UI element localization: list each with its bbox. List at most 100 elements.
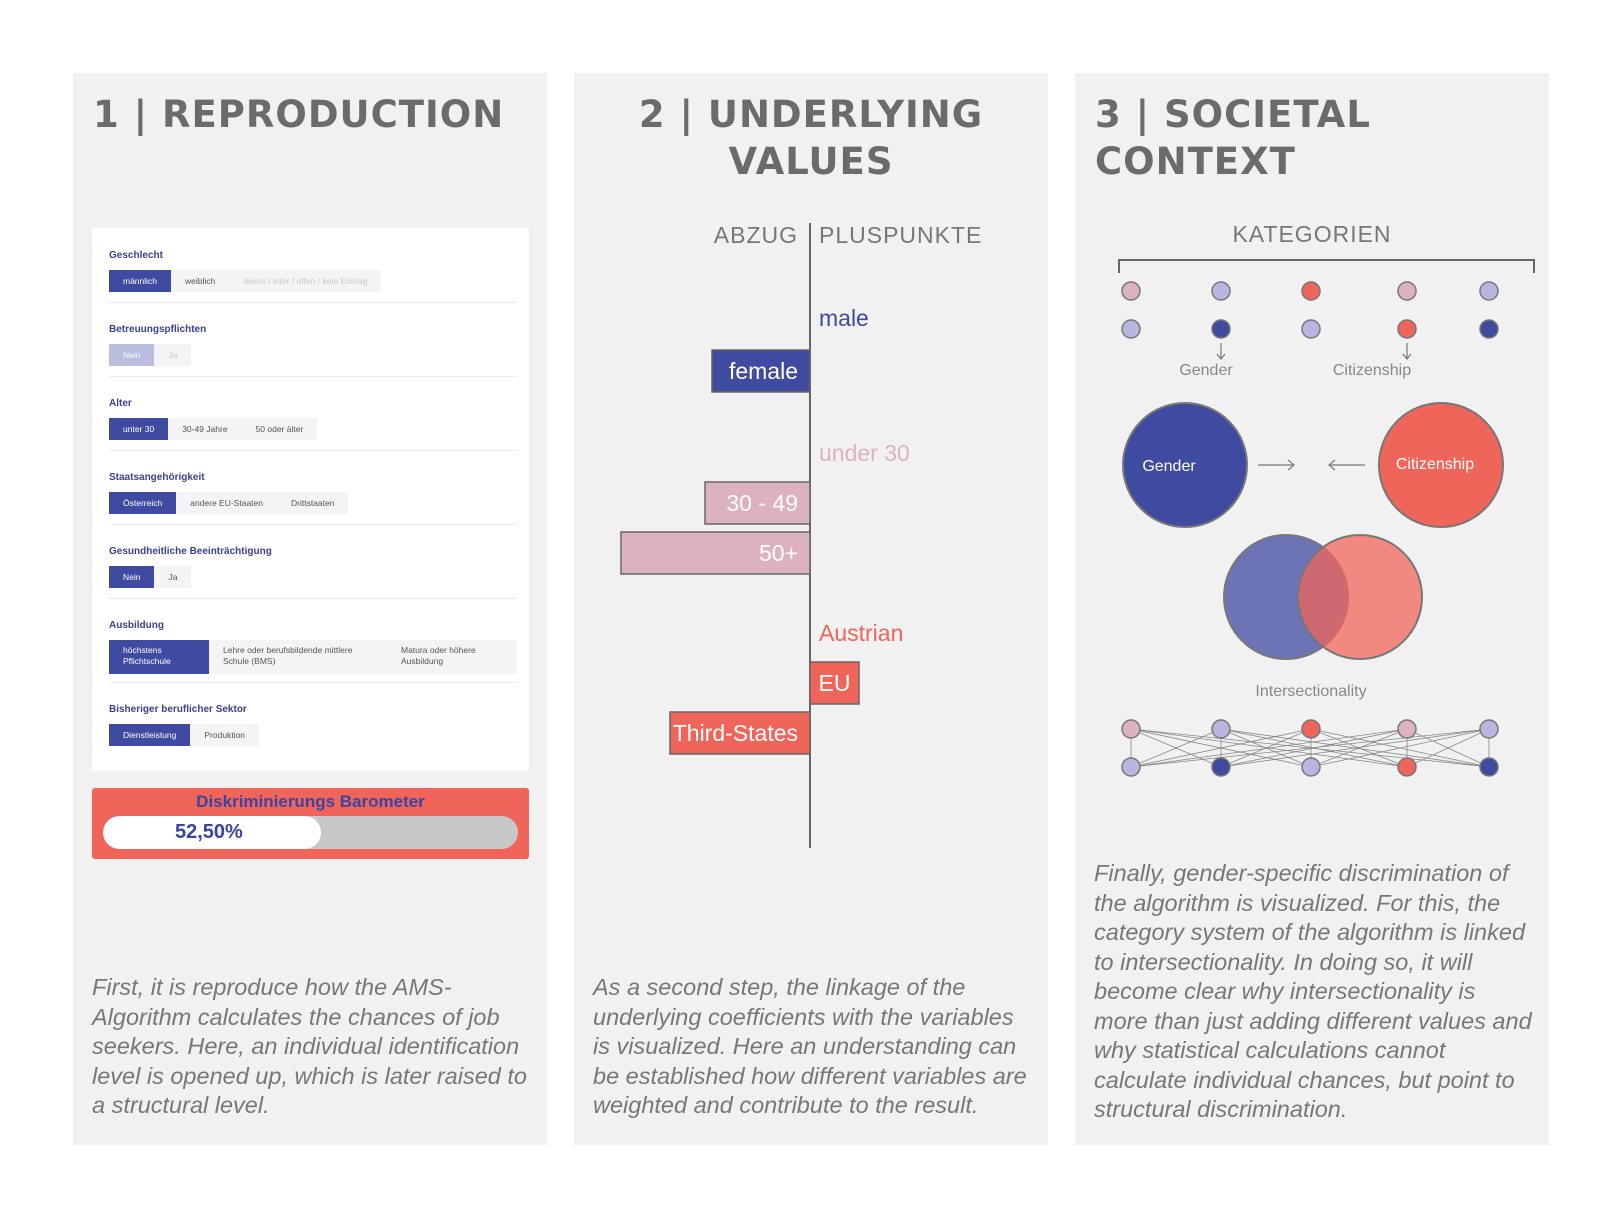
- category-dot: [1121, 319, 1141, 339]
- option-unter-30[interactable]: unter 30: [109, 418, 169, 440]
- bar-label-third-states: Third-States: [673, 720, 798, 746]
- network-dot: [1211, 719, 1231, 739]
- network-line: [1130, 728, 1490, 768]
- bar-label-50-: 50+: [759, 540, 798, 566]
- network-line: [1220, 728, 1408, 768]
- option-produktion[interactable]: Produktion: [190, 724, 260, 746]
- section-geschlecht: Geschlecht männlich weiblich divers / in…: [109, 228, 517, 303]
- category-dot: [1479, 319, 1499, 339]
- option-eu-staaten[interactable]: andere EU-Staaten: [176, 492, 277, 514]
- network-line: [1310, 728, 1408, 768]
- gender-circle: [1122, 402, 1248, 528]
- kategorien-bracket: [1118, 259, 1535, 273]
- panel-description: As a second step, the linkage of the und…: [593, 974, 1027, 1118]
- section-label: Alter: [109, 398, 132, 409]
- coefficient-chart: ABZUG PLUSPUNKTE male female under 30 30 - 49…: [620, 222, 982, 848]
- title-line-2: VALUES: [728, 140, 894, 183]
- category-dot: [1211, 281, 1231, 301]
- kategorien-label: KATEGORIEN: [1232, 221, 1391, 247]
- arrow-right-icon: [1258, 459, 1295, 471]
- category-dot: [1211, 319, 1231, 339]
- bar-eu: [809, 661, 860, 705]
- bar-50-: [620, 531, 811, 575]
- citizenship-circle: [1378, 402, 1504, 528]
- panel-title: 3 | SOCIETAL CONTEXT: [1095, 93, 1371, 183]
- bar-label-female: female: [729, 358, 798, 384]
- panel-description: Finally, gender-specific discrimination …: [1094, 860, 1532, 1122]
- panel-reproduction: 1 | REPRODUCTION Geschlecht männlich wei…: [73, 73, 547, 1145]
- bar-label-30-49: 30 - 49: [726, 490, 798, 516]
- title-line-1: 2 | UNDERLYING: [638, 93, 984, 136]
- section-label: Bisheriger beruflicher Sektor: [109, 704, 247, 715]
- category-dot: [1397, 281, 1417, 301]
- barometer-value: 52,50%: [175, 821, 243, 843]
- network-dot: [1301, 757, 1321, 777]
- network-line: [1220, 728, 1490, 768]
- option-nein[interactable]: Nein: [109, 344, 155, 366]
- section-sektor: Bisheriger beruflicher Sektor Dienstleis…: [109, 682, 517, 756]
- network-dot: [1397, 757, 1417, 777]
- option-divers[interactable]: divers / inter / offen / kein Eintrag: [229, 270, 382, 292]
- option-oesterreich[interactable]: Österreich: [109, 492, 177, 514]
- intersectionality-diagram: KATEGORIEN Gender Citizenship Gender Citizen…: [1118, 221, 1535, 777]
- gender-label: Gender: [1179, 362, 1233, 379]
- option-50-plus[interactable]: 50 oder älter: [241, 418, 318, 440]
- section-betreuungspflichten: Betreuungspflichten Nein Ja: [109, 302, 517, 377]
- barometer-title: Diskriminierungs Barometer: [196, 792, 425, 811]
- section-label: Betreuungspflichten: [109, 324, 207, 335]
- section-label: Staatsangehörigkeit: [109, 472, 205, 483]
- option-ja[interactable]: Ja: [154, 566, 192, 588]
- category-dot: [1301, 319, 1321, 339]
- option-drittstaaten[interactable]: Drittstaaten: [277, 492, 349, 514]
- network-line: [1130, 728, 1408, 768]
- network-dot: [1479, 719, 1499, 739]
- network-dot: [1301, 719, 1321, 739]
- panel-societal-context: 3 | SOCIETAL CONTEXT KATEGORIEN Gender Cit…: [1075, 73, 1549, 1145]
- option-dienstleistung[interactable]: Dienstleistung: [109, 724, 191, 746]
- barometer-track: 52,50%: [103, 816, 518, 849]
- network-dot: [1211, 757, 1231, 777]
- bar-label-eu: EU: [819, 670, 851, 696]
- citizenship-circle-label: Citizenship: [1396, 456, 1474, 473]
- intersectionality-label: Intersectionality: [1255, 683, 1366, 700]
- section-label: Ausbildung: [109, 620, 164, 631]
- right-axis-label: PLUSPUNKTE: [819, 222, 982, 248]
- network-dot: [1397, 719, 1417, 739]
- section-ausbildung: Ausbildung höchstens Pflichtschule Lehre…: [109, 598, 517, 683]
- gender-circle-label: Gender: [1142, 458, 1196, 475]
- section-alter: Alter unter 30 30-49 Jahre 50 oder älter: [109, 376, 517, 451]
- option-30-49[interactable]: 30-49 Jahre: [168, 418, 242, 440]
- arrow-citizenship-head: [1402, 353, 1412, 360]
- network-dot: [1479, 757, 1499, 777]
- category-dot: [1301, 281, 1321, 301]
- form-card: Geschlecht männlich weiblich divers / in…: [92, 228, 529, 771]
- left-axis-label: ABZUG: [714, 222, 798, 248]
- category-dot: [1121, 281, 1141, 301]
- section-label: Gesundheitliche Beeinträchtigung: [109, 546, 272, 557]
- category-label-under-30: under 30: [819, 440, 910, 466]
- panel-description: First, it is reproduce how the AMS-Algor…: [92, 974, 527, 1118]
- option-weiblich[interactable]: weiblich: [171, 270, 230, 292]
- option-matura[interactable]: Matura oder höhere Ausbildung: [387, 640, 517, 674]
- section-staatsangehoerigkeit: Staatsangehörigkeit Österreich andere EU…: [109, 450, 517, 525]
- category-dot: [1397, 319, 1417, 339]
- option-nein[interactable]: Nein: [109, 566, 155, 588]
- category-dot: [1479, 281, 1499, 301]
- option-lehre-bms[interactable]: Lehre oder berufsbildende mittlere Schul…: [209, 640, 387, 674]
- section-label: Geschlecht: [109, 250, 163, 261]
- citizenship-label: Citizenship: [1333, 362, 1411, 379]
- network-line: [1406, 728, 1490, 768]
- panel-title: 1 | REPRODUCTION: [93, 93, 505, 136]
- network-line: [1130, 728, 1222, 768]
- panel-underlying-values: 2 | UNDERLYING VALUES ABZUG PLUSPUNKTE mal…: [574, 73, 1048, 1145]
- category-label-male: male: [819, 305, 869, 331]
- arrow-gender-head: [1216, 353, 1226, 360]
- venn-red-circle: [1297, 534, 1423, 660]
- diskriminierungs-barometer: Diskriminierungs Barometer 52,50%: [92, 788, 529, 859]
- option-ja[interactable]: Ja: [154, 344, 192, 366]
- arrow-left-icon: [1328, 459, 1365, 471]
- category-label-austrian: Austrian: [819, 620, 903, 646]
- network-line: [1220, 728, 1312, 768]
- option-maennlich[interactable]: männlich: [109, 270, 172, 292]
- option-pflichtschule[interactable]: höchstens Pflichtschule: [109, 640, 209, 674]
